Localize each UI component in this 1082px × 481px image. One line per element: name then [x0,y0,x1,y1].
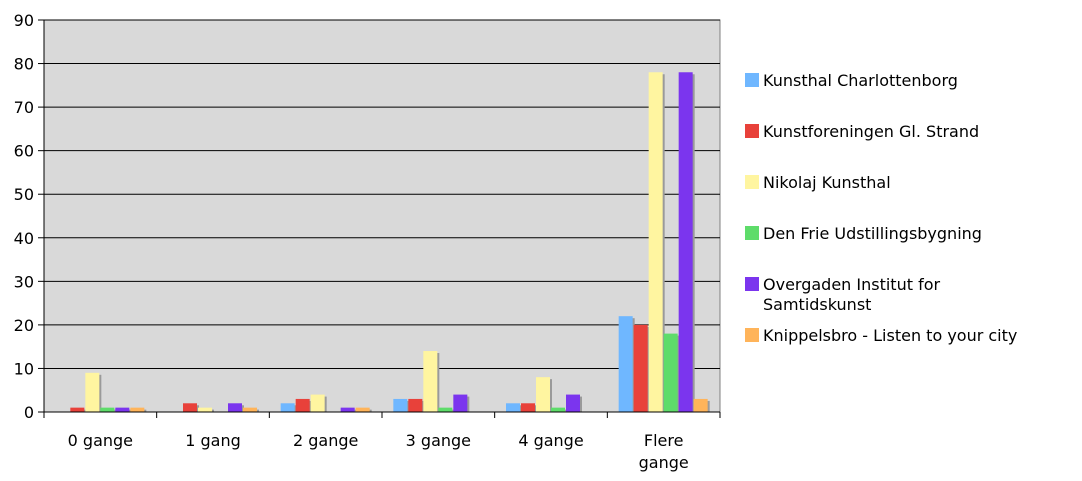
bar-shadow [83,409,87,412]
bar [506,403,520,412]
bar [340,407,355,412]
bar [393,398,408,412]
bar-shadow [353,409,357,412]
y-tick-label: 60 [14,142,34,161]
legend-label: Samtidskunst [763,295,871,314]
bar [693,398,708,412]
legend-swatch [745,226,759,240]
bar [521,403,535,412]
bar [536,377,550,412]
y-tick-label: 70 [14,98,34,117]
bar-shadow [128,409,132,412]
bar-shadow [241,405,244,412]
bar-shadow [519,405,522,412]
bar-shadow [534,405,537,412]
bar-shadow [661,74,665,413]
bar-shadow [436,353,440,412]
bar-shadow [406,400,410,412]
bar [85,372,100,412]
bar-shadow [211,409,214,412]
bar [183,403,197,412]
bar [453,394,468,412]
bar-shadow [646,326,650,412]
y-tick-label: 10 [14,359,34,378]
x-tick-label: 4 gange [518,431,583,450]
legend-swatch [745,73,759,87]
bar [648,72,663,413]
legend-label: Knippelsbro - Listen to your city [763,326,1017,345]
bar-shadow [691,74,695,413]
x-tick-label: Flere [644,431,684,450]
y-tick-label: 0 [24,403,34,422]
y-tick-label: 90 [14,11,34,30]
bar [70,407,85,412]
y-tick-label: 30 [14,272,34,291]
bar [198,407,212,412]
legend-swatch [745,175,759,189]
bar-shadow [113,409,117,412]
bar [243,407,257,412]
legend-label: Kunsthal Charlottenborg [763,71,958,90]
bar [438,407,453,412]
bar [295,398,310,412]
y-tick-label: 20 [14,316,34,335]
bar [130,407,145,412]
bar-shadow [631,318,635,412]
bar-shadow [308,400,312,412]
bar-shadow [451,409,455,412]
x-tick-label: gange [639,453,689,472]
bar [228,403,242,412]
bar-shadow [196,405,199,412]
bar-shadow [579,396,582,412]
legend-swatch [745,277,759,291]
bar [355,407,370,412]
bar [551,407,565,412]
bar [618,316,633,412]
y-tick-label: 80 [14,55,34,74]
legend-swatch [745,328,759,342]
legend-label: Kunstforeningen Gl. Strand [763,122,979,141]
x-tick-label: 3 gange [406,431,471,450]
bar [678,72,693,413]
legend-label: Den Frie Udstillingsbygning [763,224,982,243]
bar [423,351,438,412]
bar-shadow [706,400,710,412]
bar [633,324,648,412]
bar-shadow [466,396,470,412]
bar-shadow [368,409,372,412]
bar [663,333,678,412]
plot-area [43,19,721,413]
y-tick-label: 40 [14,229,34,248]
bar-shadow [256,409,259,412]
x-tick-label: 2 gange [293,431,358,450]
bar [566,394,580,412]
legend-label: Nikolaj Kunsthal [763,173,891,192]
x-tick-label: 1 gang [185,431,241,450]
y-tick-label: 50 [14,185,34,204]
bar-shadow [549,379,552,412]
bar [280,403,295,412]
bar-shadow [98,374,102,412]
bar-shadow [676,335,680,412]
bar-shadow [421,400,425,412]
x-tick-label: 0 gange [68,431,133,450]
bar-shadow [323,396,327,412]
bar-shadow [143,409,147,412]
bar-shadow [293,405,297,412]
bar-shadow [564,409,567,412]
legend-swatch [745,124,759,138]
bar [408,398,423,412]
bar [310,394,325,412]
bar [100,407,115,412]
legend-label: Overgaden Institut for [763,275,941,294]
bar [115,407,130,412]
